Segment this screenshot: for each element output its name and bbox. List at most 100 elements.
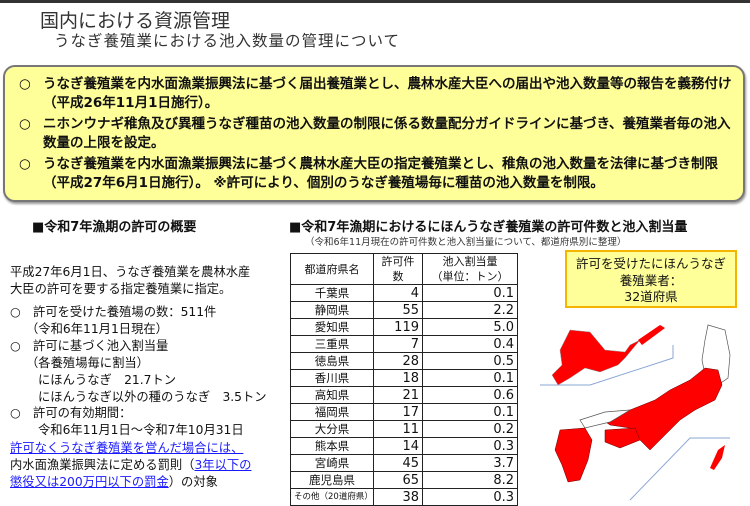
summary-text: うなぎ養殖業を内水面漁業振興法に基づく農林水産大臣の指定養殖業とし、稚魚の池入数… bbox=[43, 156, 718, 191]
overview-text: ○ 許可の有効期間： bbox=[10, 406, 132, 420]
prefecture-cell: 宮崎県 bbox=[290, 454, 374, 472]
callout-text: 許可を受けたにほんうなぎ bbox=[575, 256, 726, 271]
prefecture-cell: 三重県 bbox=[290, 335, 374, 353]
permits-cell: 14 bbox=[373, 437, 423, 455]
quota-cell: 0.2 bbox=[422, 420, 518, 438]
quota-cell: 0.1 bbox=[422, 284, 518, 302]
col-quota-unit: （単位：トン） bbox=[431, 270, 509, 283]
bullet: ○ bbox=[19, 116, 31, 132]
summary-text: ニホンウナギ稚魚及び異種うなぎ種苗の池入数量の制限に係る数量配分ガイドラインに基… bbox=[43, 116, 731, 151]
prefecture-cell: 福岡県 bbox=[290, 403, 374, 421]
page-subtitle: うなぎ養殖業における池入数量の管理について bbox=[54, 32, 401, 50]
penalty-text: 内水面漁業振興法に定める罰則（ bbox=[10, 458, 195, 472]
quota-cell: 0.5 bbox=[422, 352, 518, 370]
summary-item: ○ うなぎ養殖業を内水面漁業振興法に基づく届出養殖業とし、農林水産大臣への届出や池… bbox=[19, 75, 734, 112]
table-note: （令和6年11月現在の許可件数と池入割当量について、都道府県別に整理） bbox=[305, 237, 627, 248]
permits-cell: 119 bbox=[373, 318, 423, 336]
prefecture-cell: 愛知県 bbox=[290, 318, 374, 336]
table-row: 香川県 18 0.1 bbox=[290, 369, 518, 387]
table-row: 大分県 11 0.2 bbox=[290, 420, 518, 438]
callout-text: 養殖業者： bbox=[619, 272, 683, 288]
honshu-west bbox=[579, 409, 631, 429]
summary-text: うなぎ養殖業を内水面漁業振興法に基づく届出養殖業とし、農林水産大臣への届出や池入… bbox=[43, 76, 732, 111]
table-row: 千葉県 4 0.1 bbox=[290, 284, 518, 302]
quota-cell: 0.3 bbox=[422, 488, 518, 506]
prefecture-cell: 千葉県 bbox=[290, 284, 374, 302]
permits-cell: 28 bbox=[373, 352, 423, 370]
bullet: ○ bbox=[19, 156, 31, 172]
col-prefecture: 都道府県名 bbox=[290, 253, 374, 285]
top-rule bbox=[0, 0, 750, 3]
permits-cell: 65 bbox=[373, 471, 423, 489]
quota-cell: 0.6 bbox=[422, 386, 518, 404]
table-header: 都道府県名 許可件数 池入割当量 （単位：トン） bbox=[290, 253, 518, 285]
bullet: ○ bbox=[19, 76, 31, 92]
quota-cell: 0.1 bbox=[422, 369, 518, 387]
table-row: 鹿児島県 65 8.2 bbox=[290, 471, 518, 489]
table-row: 熊本県 14 0.3 bbox=[290, 437, 518, 455]
overview-text: （令和6年11月1日現在） bbox=[26, 322, 168, 336]
permits-cell: 21 bbox=[373, 386, 423, 404]
prefecture-cell: 鹿児島県 bbox=[290, 471, 374, 489]
penalty-text: ）の対象 bbox=[168, 475, 218, 489]
overview-text: （各養殖場毎に割当） bbox=[26, 356, 149, 370]
penalty-link[interactable]: 許可なくうなぎ養殖業を営んだ場合には、 bbox=[10, 441, 244, 455]
permits-cell: 4 bbox=[373, 284, 423, 302]
kyushu bbox=[554, 427, 593, 483]
overview-text: 大臣の許可を要する指定養殖業に指定。 bbox=[10, 282, 232, 296]
shikoku bbox=[604, 427, 641, 449]
quota-cell: 0.4 bbox=[422, 335, 518, 353]
permit-table: 都道府県名 許可件数 池入割当量 （単位：トン） 千葉県 4 0.1 静岡県 55 2.2 愛… bbox=[290, 253, 518, 506]
table-row: 福岡県 17 0.1 bbox=[290, 403, 518, 421]
table-row: 宮崎県 45 3.7 bbox=[290, 454, 518, 472]
table-row: その他（20道府県） 38 0.3 bbox=[290, 488, 518, 506]
page-title: 国内における資源管理 bbox=[40, 10, 231, 32]
quota-cell: 0.1 bbox=[422, 403, 518, 421]
prefecture-cell: 静岡県 bbox=[290, 301, 374, 319]
quota-cell: 0.3 bbox=[422, 437, 518, 455]
permits-cell: 38 bbox=[373, 488, 423, 506]
prefecture-cell: 徳島県 bbox=[290, 352, 374, 370]
summary-box: ○ うなぎ養殖業を内水面漁業振興法に基づく届出養殖業とし、農林水産大臣への届出や池… bbox=[3, 65, 745, 202]
permits-cell: 17 bbox=[373, 403, 423, 421]
overview-heading: ■令和7年漁期の許可の概要 bbox=[32, 220, 197, 235]
quota-cell: 3.7 bbox=[422, 454, 518, 472]
summary-item: ○ ニホンウナギ稚魚及び異種うなぎ種苗の池入数量の制限に係る数量配分ガイドラインに… bbox=[19, 115, 734, 152]
quota-cell: 2.2 bbox=[422, 301, 518, 319]
permits-cell: 18 bbox=[373, 369, 423, 387]
prefecture-cell: 熊本県 bbox=[290, 437, 374, 455]
map-callout: 許可を受けたにほんうなぎ 養殖業者： 32道府県 bbox=[565, 250, 737, 308]
prefecture-cell: 大分県 bbox=[290, 420, 374, 438]
overview-text: ○ 許可を受けた養殖場の数：511件 bbox=[10, 305, 217, 319]
table-row: 愛知県 119 5.0 bbox=[290, 318, 518, 336]
permits-cell: 55 bbox=[373, 301, 423, 319]
prefecture-cell: その他（20道府県） bbox=[290, 488, 374, 506]
penalty-detail-link[interactable]: 3年以下の bbox=[194, 458, 252, 472]
col-permits: 許可件数 bbox=[373, 253, 423, 285]
permits-cell: 11 bbox=[373, 420, 423, 438]
overview-text: 令和6年11月1日～令和7年10月31日 bbox=[38, 423, 244, 437]
overview-text: にほんうなぎ以外の種のうなぎ 3.5トン bbox=[38, 390, 267, 404]
penalty-detail-link[interactable]: 懲役又は200万円以下の罰金 bbox=[10, 475, 169, 489]
callout-text: 32道府県 bbox=[624, 289, 678, 304]
japan-map bbox=[540, 324, 731, 501]
quota-cell: 5.0 bbox=[422, 318, 518, 336]
summary-item: ○ うなぎ養殖業を内水面漁業振興法に基づく農林水産大臣の指定養殖業とし、稚魚の池入… bbox=[19, 155, 734, 192]
table-row: 高知県 21 0.6 bbox=[290, 386, 518, 404]
col-quota-label: 池入割当量 bbox=[442, 255, 498, 268]
prefecture-cell: 香川県 bbox=[290, 369, 374, 387]
prefecture-cell: 高知県 bbox=[290, 386, 374, 404]
overview-text: 平成27年6月1日、うなぎ養殖業を農林水産 bbox=[10, 265, 251, 279]
permits-cell: 7 bbox=[373, 335, 423, 353]
okinawa bbox=[710, 445, 725, 470]
col-quota: 池入割当量 （単位：トン） bbox=[422, 253, 518, 285]
overview-text: ○ 許可に基づく池入割当量 bbox=[10, 339, 169, 353]
table-row: 三重県 7 0.4 bbox=[290, 335, 518, 353]
quota-cell: 8.2 bbox=[422, 471, 518, 489]
table-row: 徳島県 28 0.5 bbox=[290, 352, 518, 370]
table-heading: ■令和7年漁期におけるにほんうなぎ養殖業の許可件数と池入割当量 bbox=[289, 220, 688, 235]
table-row: 静岡県 55 2.2 bbox=[290, 301, 518, 319]
hokkaido bbox=[551, 329, 641, 386]
overview-text: にほんうなぎ 21.7トン bbox=[38, 373, 177, 387]
permits-cell: 45 bbox=[373, 454, 423, 472]
